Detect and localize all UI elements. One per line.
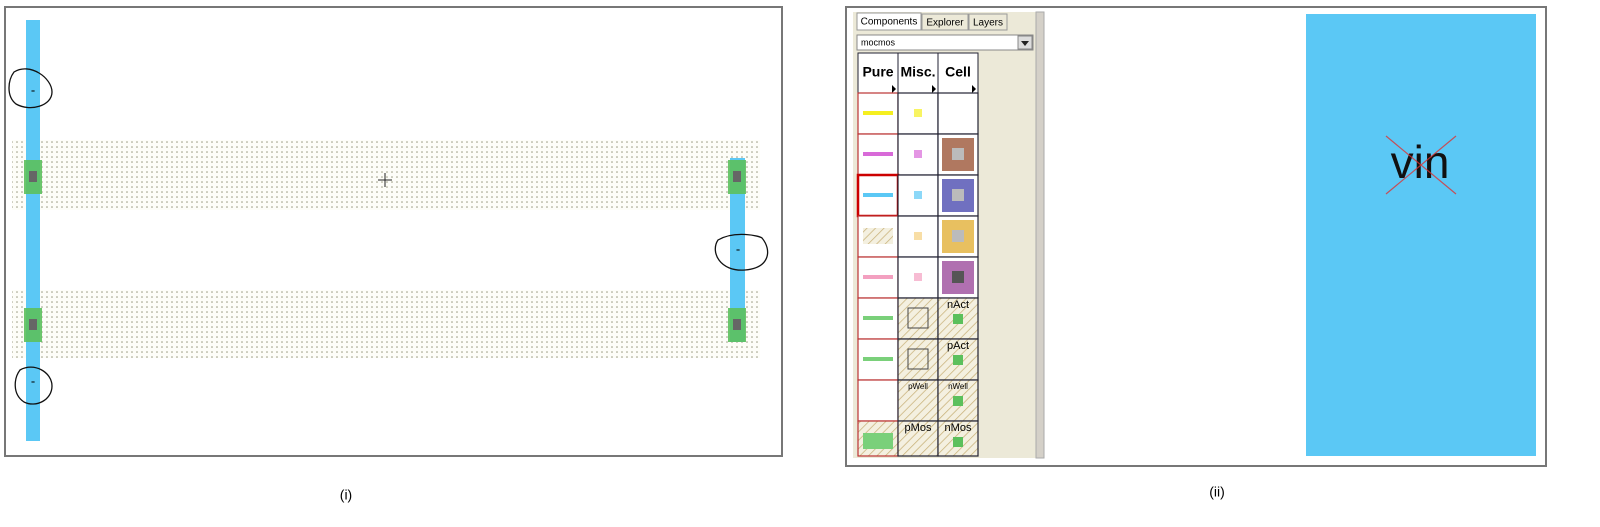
submenu-arrow bbox=[972, 85, 976, 93]
misc-icon bbox=[914, 150, 922, 158]
palette-cell[interactable] bbox=[897, 338, 939, 381]
tab[interactable] bbox=[856, 12, 922, 31]
crosshair bbox=[378, 173, 392, 187]
metal-wire bbox=[1306, 14, 1536, 456]
tab-label[interactable]: Layers bbox=[973, 18, 1003, 29]
cell-label: nAct bbox=[947, 299, 969, 311]
pure-icon bbox=[863, 152, 893, 156]
submenu-arrow bbox=[892, 85, 896, 93]
cell-label: pAct bbox=[947, 340, 969, 352]
caption: (i) bbox=[340, 487, 352, 503]
misc-icon bbox=[914, 232, 922, 240]
cell-icon-core bbox=[952, 148, 964, 160]
misc-box bbox=[907, 307, 929, 329]
palette: Pure Misc. Cell nAct pAct pWell nWell pMos nMos bbox=[856, 52, 979, 457]
misc-icon bbox=[914, 273, 922, 281]
export-marker bbox=[1385, 135, 1457, 195]
tab[interactable] bbox=[968, 13, 1008, 31]
contact-icon bbox=[953, 396, 963, 406]
tab[interactable] bbox=[921, 13, 969, 31]
cell-label: pWell bbox=[908, 382, 928, 391]
misc-icon bbox=[914, 109, 922, 117]
misc-box bbox=[907, 348, 929, 370]
palette-cell[interactable] bbox=[897, 297, 939, 340]
active-region bbox=[12, 140, 760, 210]
caption: (ii) bbox=[1209, 484, 1225, 500]
pure-icon bbox=[863, 193, 893, 197]
misc-icon bbox=[914, 191, 922, 199]
palette-cell[interactable] bbox=[857, 379, 899, 422]
cell-icon-core bbox=[952, 230, 964, 242]
panel-ii: Components Explorer Layers mocmos Pure Mi… bbox=[845, 6, 1547, 500]
contact-icon bbox=[953, 355, 963, 365]
net-label: vin bbox=[1391, 136, 1450, 188]
active-region bbox=[12, 290, 760, 358]
tech-dropdown[interactable] bbox=[856, 34, 1034, 51]
contact-icon bbox=[953, 437, 963, 447]
pure-icon bbox=[863, 316, 893, 320]
palette-cell[interactable] bbox=[897, 420, 939, 457]
canvas-border bbox=[4, 6, 783, 457]
column-header-label[interactable]: Cell bbox=[945, 64, 971, 80]
splitter bbox=[1035, 11, 1045, 459]
cell-icon-core bbox=[952, 189, 964, 201]
cell-label: nMos bbox=[945, 422, 972, 434]
tab-label[interactable]: Explorer bbox=[926, 18, 964, 29]
column-header[interactable] bbox=[897, 52, 939, 94]
submenu-arrow bbox=[932, 85, 936, 93]
pure-icon bbox=[863, 111, 893, 115]
cell-icon-core bbox=[952, 271, 964, 283]
pure-icon bbox=[863, 433, 893, 449]
tabs: Components Explorer Layers bbox=[856, 12, 1008, 31]
dropdown-arrow bbox=[1021, 41, 1029, 46]
column-header-label[interactable]: Misc. bbox=[900, 64, 935, 80]
column-header[interactable] bbox=[937, 52, 979, 94]
column-header[interactable] bbox=[857, 52, 899, 94]
metal-wire bbox=[730, 158, 745, 342]
contact-icon bbox=[953, 314, 963, 324]
pure-icon bbox=[863, 357, 893, 361]
annotation: - bbox=[31, 373, 35, 388]
cell-label: pMos bbox=[905, 422, 932, 434]
pure-icon bbox=[863, 275, 893, 279]
contacts bbox=[24, 160, 746, 342]
panel-i: - - - (i) bbox=[4, 6, 783, 503]
tab-label[interactable]: Components bbox=[861, 17, 918, 28]
tech-name: mocmos bbox=[861, 37, 896, 47]
column-header-label[interactable]: Pure bbox=[862, 64, 893, 80]
annotation: - bbox=[31, 82, 35, 97]
cell-label: nWell bbox=[948, 382, 968, 391]
hand-marks bbox=[8, 68, 769, 405]
palette-cell[interactable] bbox=[937, 92, 979, 135]
annotation: - bbox=[736, 241, 740, 256]
pure-icon bbox=[863, 228, 893, 244]
